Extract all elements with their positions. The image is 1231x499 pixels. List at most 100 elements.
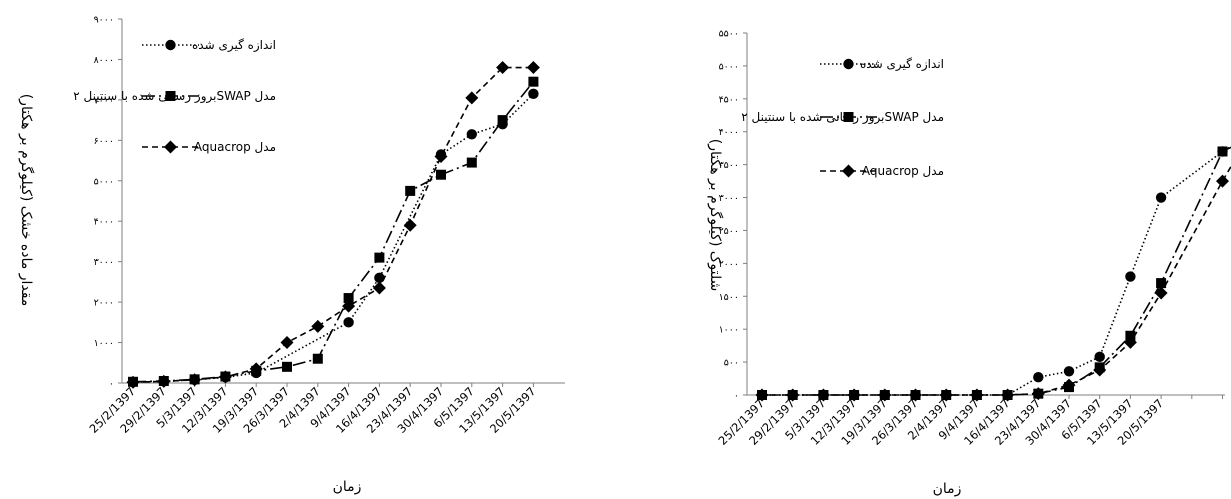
left-series-1-point-7 — [343, 293, 354, 304]
left-series-2-point-1 — [157, 374, 171, 388]
right-ytick-label-3: ۱۵۰۰ — [719, 292, 739, 303]
right-ytick-label-2: ۱۰۰۰ — [719, 325, 739, 336]
dry-matter-chart: ۰۱۰۰۰۲۰۰۰۳۰۰۰۴۰۰۰۵۰۰۰۶۰۰۰۷۰۰۰۸۰۰۰۹۰۰۰25/… — [18, 15, 565, 495]
right-series-2-point-1 — [786, 388, 800, 402]
left-ytick-label-1: ۱۰۰۰ — [94, 338, 114, 349]
left-series-2-point-4 — [249, 362, 263, 376]
right-series-2-point-5 — [909, 388, 922, 402]
left-ytick-label-3: ۳۰۰۰ — [94, 257, 114, 268]
right-series-1-point-13 — [1156, 278, 1167, 289]
left-series-2-point-0 — [126, 375, 140, 389]
left-series-2-point-7 — [342, 299, 356, 313]
right-ytick-label-1: ۵۰۰ — [724, 358, 739, 369]
left-series-2-point-6 — [311, 319, 325, 333]
right-series-2-point-12 — [1123, 335, 1137, 349]
right-series-2-point-10 — [1062, 378, 1076, 392]
left-ytick-label-7: ۷۰۰۰ — [94, 95, 114, 106]
right-y-axis-title: شلتوک (کیلوگرم بر هکتار) — [707, 139, 724, 291]
left-series-1 — [128, 76, 539, 387]
left-series-0 — [127, 88, 539, 388]
right-series-0-point-9 — [1033, 372, 1044, 383]
left-legend-marker-1 — [165, 91, 176, 101]
left-ytick-label-4: ۴۰۰۰ — [94, 217, 114, 228]
left-series-1-point-11 — [466, 157, 477, 168]
right-legend-label-0: اندازه گیری شده — [860, 57, 944, 72]
left-series-2-point-3 — [218, 370, 232, 384]
left-series-2-point-2 — [188, 373, 202, 387]
left-series-2-point-9 — [403, 218, 417, 232]
left-legend-label-2: مدل Aquacrop — [194, 140, 276, 154]
left-series-0-point-8 — [466, 129, 477, 140]
left-legend-marker-2 — [164, 140, 177, 154]
left-ytick-label-0: ۰ — [109, 379, 114, 390]
right-series-2-point-13 — [1154, 286, 1168, 300]
left-legend-marker-0 — [165, 39, 176, 51]
right-ytick-label-4: ۲۰۰۰ — [719, 259, 739, 270]
right-legend: اندازه گیری شده مدل SWAPبروز رسانی شده با… — [741, 57, 944, 178]
right-ytick-label-8: ۴۰۰۰ — [719, 127, 739, 138]
right-legend-marker-0 — [843, 58, 854, 70]
right-series-0-point-12 — [1125, 271, 1136, 282]
right-series-2-point-3 — [847, 388, 861, 402]
right-series-0-point-13 — [1155, 192, 1167, 203]
right-series-2-point-0 — [755, 388, 769, 402]
right-ytick-label-7: ۳۵۰۰ — [719, 160, 739, 171]
right-series-2-point-8 — [1001, 388, 1015, 402]
left-legend-label-0: اندازه گیری شده — [192, 38, 276, 53]
right-series-2-point-6 — [939, 388, 953, 402]
left-ytick-label-5: ۵۰۰۰ — [94, 176, 114, 187]
left-series-2-point-8 — [372, 281, 386, 295]
left-legend-label-1: مدل SWAPبروز رسانی شده با سنتینل ۲ — [73, 89, 276, 104]
left-series-1-point-9 — [405, 185, 416, 196]
right-series-2-point-4 — [878, 388, 892, 402]
right-legend-marker-1 — [843, 112, 854, 122]
left-series-1-point-13 — [528, 76, 539, 87]
left-series-2-line — [132, 66, 534, 383]
right-series-2 — [755, 164, 1231, 402]
left-ytick-label-2: ۲۰۰۰ — [94, 298, 114, 309]
left-series-1-point-8 — [374, 252, 385, 263]
left-series-1-point-10 — [436, 169, 446, 180]
right-series-1-point-14 — [1217, 146, 1228, 157]
right-series-2-line — [762, 164, 1231, 396]
right-series-2-point-11 — [1093, 363, 1107, 377]
left-series-0-point-10 — [528, 88, 539, 100]
right-series-2-point-7 — [970, 388, 984, 402]
right-series-2-point-9 — [1031, 387, 1045, 401]
left-ytick-label-8: ۸۰۰۰ — [94, 55, 114, 66]
right-ytick-label-9: ۴۵۰۰ — [719, 94, 739, 105]
left-series-1-point-5 — [282, 361, 292, 372]
left-y-axis-title: مقدار ماده خشک (کیلوگرم بر هکتار) — [18, 94, 35, 307]
right-series-0-line — [762, 145, 1231, 396]
right-series-0 — [756, 145, 1231, 401]
right-legend-marker-2 — [842, 164, 855, 178]
right-series-1-point-12 — [1125, 330, 1136, 341]
right-ytick-label-0: ۰ — [734, 391, 739, 402]
left-series-2-point-13 — [526, 61, 540, 75]
left-series-2-point-11 — [465, 91, 479, 105]
right-legend-label-2: مدل Aquacrop — [862, 164, 944, 178]
right-series-0-point-10 — [1063, 366, 1075, 377]
right-legend-label-1: مدل SWAPبروز رسانی شده با سنتینل ۲ — [741, 110, 944, 125]
left-series-0-point-5 — [343, 317, 354, 328]
left-series-2-point-10 — [434, 150, 448, 164]
left-series-1-point-12 — [497, 115, 508, 126]
left-series-0-point-6 — [374, 272, 385, 284]
right-ytick-label-11: ۵۵۰۰ — [719, 29, 739, 40]
left-ytick-label-6: ۶۰۰۰ — [94, 136, 114, 147]
right-series-2-point-2 — [816, 388, 830, 402]
right-series-1-line — [762, 146, 1231, 396]
right-series-1 — [757, 146, 1231, 400]
left-series-2-point-12 — [496, 61, 510, 75]
left-ytick-label-9: ۹۰۰۰ — [94, 15, 114, 26]
right-ytick-label-5: ۲۵۰۰ — [719, 226, 739, 237]
left-x-axis-title: زمان — [333, 479, 362, 495]
right-series-2-point-14 — [1216, 174, 1229, 188]
right-x-axis-title: زمان — [933, 481, 962, 497]
left-series-2 — [126, 61, 540, 389]
left-series-2-point-5 — [280, 336, 294, 350]
left-series-1-line — [132, 81, 535, 383]
left-legend: اندازه گیری شده مدل SWAPبروز رسانی شده با… — [73, 38, 276, 154]
paddy-yield-chart: ۰ ۵۰۰ ۱۰۰۰ ۱۵۰۰ ۲۰۰۰ ۲۵۰۰ ۳۰۰۰ ۳۵۰۰ ۴۰۰۰ ۴۵۰۰ ۵۰۰۰… — [707, 29, 1231, 497]
